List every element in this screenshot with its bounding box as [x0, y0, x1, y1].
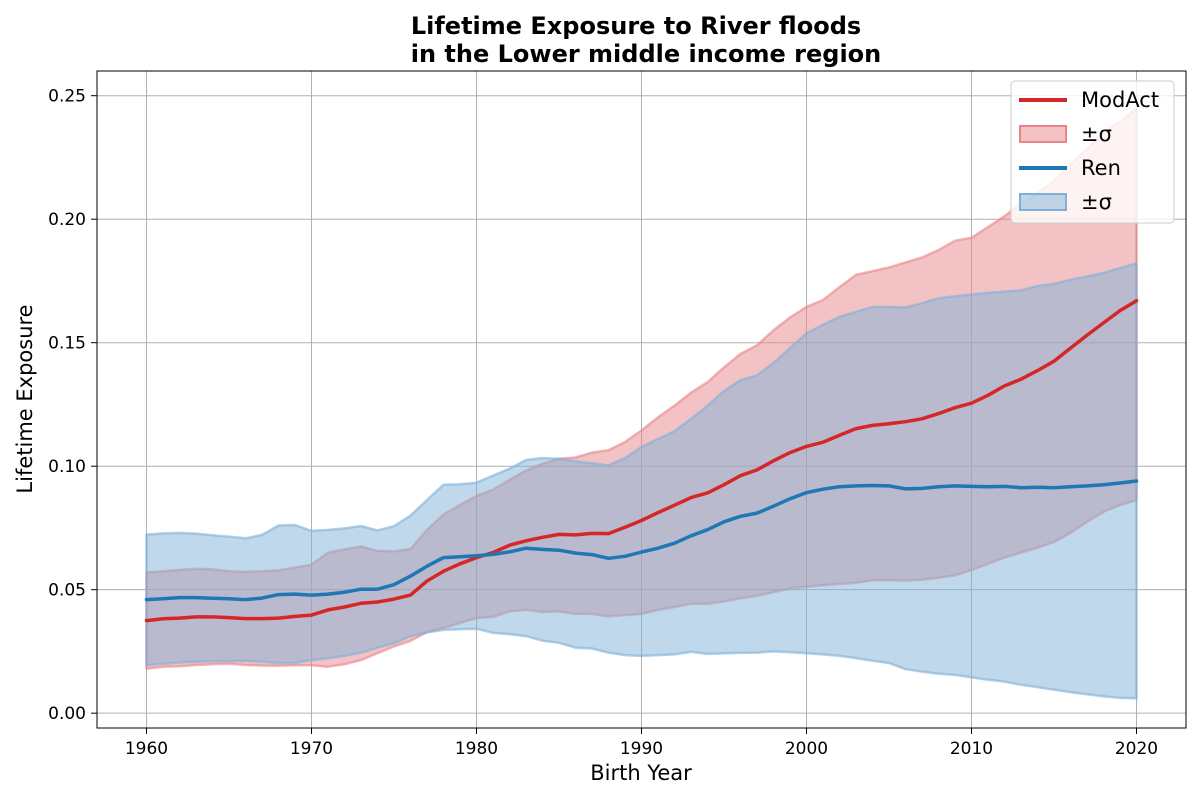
y-tick-label: 0.00	[48, 704, 86, 724]
x-tick-label: 1970	[290, 739, 333, 759]
legend-label-modact-band: ±σ	[1081, 122, 1112, 146]
x-tick-label: 2000	[785, 739, 828, 759]
y-tick-label: 0.10	[48, 457, 86, 477]
y-ticks: 0.00 0.05 0.10 0.15 0.20 0.25	[48, 87, 97, 724]
x-ticks: 1960 1970 1980 1990 2000 2010 2020	[125, 728, 1158, 759]
series-line-ren	[144, 479, 1139, 602]
y-tick-label: 0.20	[48, 210, 86, 230]
bands	[145, 107, 1138, 700]
y-tick-label: 0.05	[48, 581, 86, 601]
band-ren	[145, 261, 1138, 700]
x-tick-label: 2010	[950, 739, 993, 759]
legend-label-ren-band: ±σ	[1081, 190, 1112, 214]
legend-label-ren: Ren	[1081, 156, 1121, 180]
series-lines	[144, 298, 1139, 623]
legend-band-modact	[1019, 125, 1067, 143]
x-tick-label: 1960	[125, 739, 168, 759]
y-tick-label: 0.15	[48, 334, 86, 354]
y-tick-label: 0.25	[48, 87, 86, 107]
legend-label-modact: ModAct	[1081, 88, 1159, 112]
series-line-modact	[144, 298, 1139, 623]
chart-subtitle: in the Lower middle income region	[411, 40, 882, 68]
x-axis-label: Birth Year	[590, 761, 692, 785]
chart-title: Lifetime Exposure to River floods	[411, 12, 861, 40]
legend-band-ren	[1019, 193, 1067, 211]
legend-box	[1010, 80, 1175, 224]
x-tick-label: 1980	[455, 739, 498, 759]
y-axis-label: Lifetime Exposure	[13, 304, 37, 493]
legend: ModAct ±σ Ren ±σ	[1010, 80, 1175, 224]
x-tick-label: 2020	[1115, 739, 1158, 759]
x-tick-label: 1990	[620, 739, 663, 759]
